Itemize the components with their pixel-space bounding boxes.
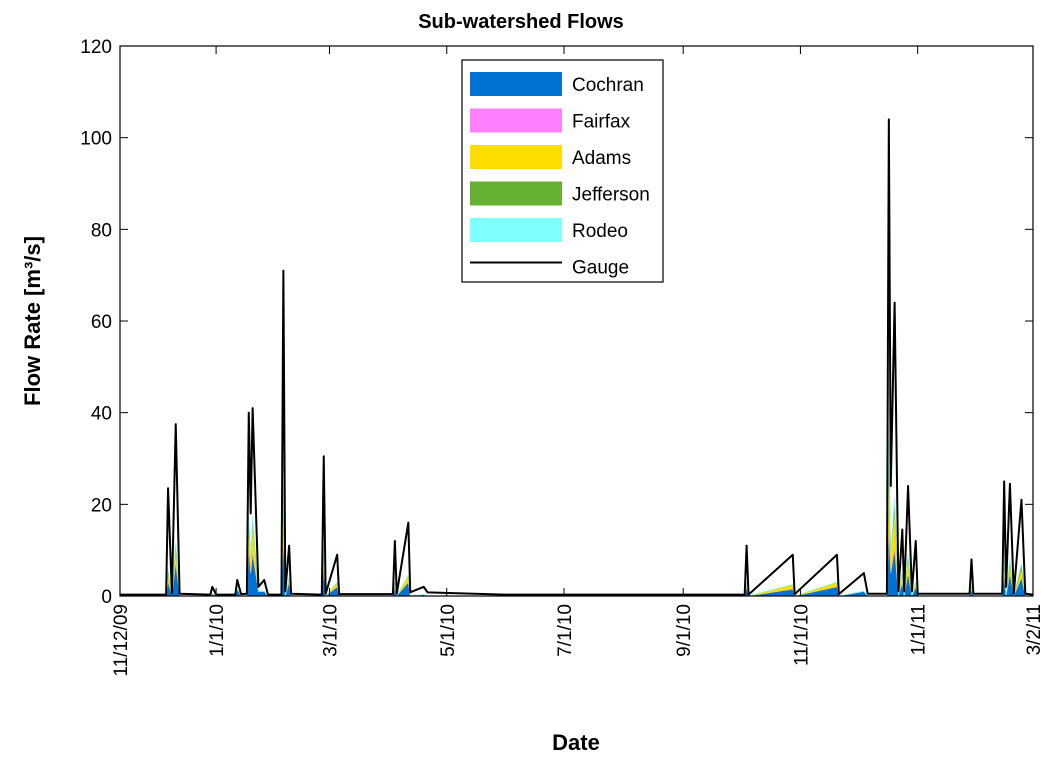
y-tick-label: 100 [80, 129, 112, 150]
y-tick-label: 0 [101, 587, 112, 608]
legend: Cochran Fairfax Adams Jefferson Rodeo Gauge [461, 59, 664, 283]
x-tick-label: 1/1/11 [909, 604, 930, 655]
x-tick-label: 3/1/10 [321, 604, 342, 657]
legend-label: Gauge [572, 258, 629, 279]
chart-title: Sub-watershed Flows [418, 11, 624, 33]
legend-label: Adams [572, 148, 631, 169]
x-tick-label: 7/1/10 [555, 604, 576, 657]
x-axis-label: Date [552, 730, 600, 755]
legend-label: Jefferson [572, 185, 650, 206]
x-tick-label: 5/1/10 [438, 604, 459, 657]
legend-label: Cochran [572, 75, 644, 96]
legend-swatch [470, 181, 562, 206]
y-tick-label: 20 [91, 495, 112, 516]
legend-swatch [470, 218, 562, 242]
y-tick-label: 60 [91, 312, 112, 333]
legend-label: Fairfax [572, 112, 631, 133]
y-tick-label: 120 [80, 37, 112, 58]
x-tick-label: 3/2/11 [1024, 604, 1043, 655]
y-tick-label: 40 [91, 404, 112, 425]
legend-label: Rodeo [572, 221, 628, 242]
legend-swatch [470, 72, 562, 96]
y-tick-label: 80 [91, 220, 112, 241]
x-tick-label: 11/1/10 [791, 604, 812, 666]
line [120, 118, 1034, 596]
legend-swatch [470, 108, 562, 133]
y-axis-label: Flow Rate [m³/s] [20, 236, 45, 406]
x-tick-label: 9/1/10 [674, 604, 695, 657]
x-tick-label: 1/1/10 [207, 604, 228, 657]
legend-box [461, 59, 664, 283]
x-tick-label: 11/12/09 [111, 604, 132, 677]
legend-swatch [470, 145, 562, 169]
